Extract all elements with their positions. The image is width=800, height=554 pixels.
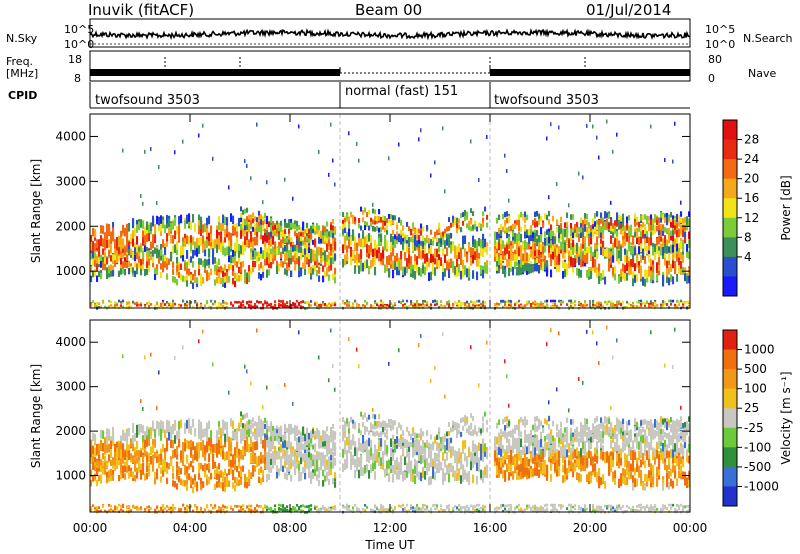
- power-colorbar-frame: [722, 119, 738, 297]
- freq-label-bottom: [MHz]: [6, 67, 39, 80]
- velocity-colorbar-frame: [722, 329, 738, 507]
- velocity-colorbar-swatch-0: [723, 330, 737, 351]
- nsky-label: N.Sky: [6, 32, 38, 45]
- nsearch-tick-top: 10^5: [705, 23, 736, 36]
- velocity-colorbar-tick-2: 100: [744, 382, 767, 396]
- xtick-1: 04:00: [173, 521, 208, 535]
- power-colorbar-swatch-6: [723, 237, 737, 258]
- power-colorbar-tick-5: 24: [744, 152, 759, 166]
- velocity-ytick-0: 1000: [55, 469, 86, 483]
- power-ytick-1: 2000: [55, 219, 86, 233]
- velocity-ytick-3: 4000: [55, 335, 86, 349]
- nsky-tick-bottom: 10^0: [64, 38, 95, 51]
- power-colorbar-tick-3: 16: [744, 191, 759, 205]
- nave-label: Nave: [748, 67, 777, 80]
- data-layer: [89, 28, 737, 514]
- power-colorbar-swatch-4: [723, 198, 737, 219]
- cpid-segment-1: twofsound 3503: [95, 93, 200, 108]
- nave-tick-bottom: 0: [708, 72, 715, 85]
- velocity-colorbar-label: Velocity [m s⁻¹]: [779, 371, 793, 464]
- power-colorbar-tick-6: 28: [744, 133, 759, 147]
- nsky-tick-top: 10^5: [64, 23, 95, 36]
- xtick-2: 08:00: [273, 521, 308, 535]
- power-colorbar-label: Power [dB]: [779, 175, 793, 240]
- velocity-colorbar-tick-3: 25: [744, 401, 759, 415]
- velocity-colorbar-tick-5: -100: [744, 440, 771, 454]
- power-colorbar-swatch-2: [723, 159, 737, 180]
- power-colorbar-swatch-7: [723, 256, 737, 277]
- power-colorbar-swatch-5: [723, 217, 737, 238]
- nave-tick-top: 80: [708, 53, 722, 66]
- date-title: 01/Jul/2014: [586, 1, 672, 19]
- velocity-colorbar-swatch-8: [723, 486, 737, 507]
- nsky-trace: [89, 28, 691, 41]
- power-colorbar-tick-0: 4: [744, 250, 752, 264]
- power-colorbar-tick-2: 12: [744, 211, 759, 225]
- cpid-segment-3: twofsound 3503: [494, 93, 599, 108]
- power-colorbar-swatch-0: [723, 120, 737, 141]
- panel-frame-1: [89, 50, 691, 82]
- velocity-colorbar-tick-6: -500: [744, 460, 771, 474]
- velocity-colorbar-swatch-6: [723, 447, 737, 468]
- velocity-ytick-2: 3000: [55, 380, 86, 394]
- velocity-colorbar-swatch-3: [723, 388, 737, 409]
- power-colorbar-tick-1: 8: [744, 230, 752, 244]
- velocity-colorbar-tick-4: -25: [744, 421, 764, 435]
- velocity-ylabel: Slant Range [km]: [29, 364, 43, 468]
- power-colorbar-tick-4: 20: [744, 172, 759, 186]
- velocity-colorbar-tick-7: -1000: [744, 479, 779, 493]
- power-ylabel: Slant Range [km]: [29, 159, 43, 263]
- frame-layer: [89, 18, 742, 513]
- nsearch-tick-bottom: 10^0: [705, 38, 736, 51]
- velocity-colorbar-tick-0: 1000: [744, 343, 775, 357]
- xtick-4: 16:00: [473, 521, 508, 535]
- power-ytick-0: 1000: [55, 264, 86, 278]
- freq-band-2: [490, 69, 690, 76]
- velocity-colorbar-swatch-7: [723, 466, 737, 487]
- xtick-5: 20:00: [573, 521, 608, 535]
- freq-tick-bottom: 8: [74, 72, 81, 85]
- freq-label-top: Freq.: [6, 55, 34, 68]
- power-colorbar-swatch-1: [723, 139, 737, 160]
- cpid-segment-2: normal (fast) 151: [345, 84, 459, 99]
- xtick-3: 12:00: [373, 521, 408, 535]
- velocity-ytick-1: 2000: [55, 424, 86, 438]
- velocity-colorbar-swatch-4: [723, 408, 737, 429]
- beam-title: Beam 00: [355, 1, 423, 19]
- power-ytick-2: 3000: [55, 174, 86, 188]
- velocity-colorbar-tick-1: 500: [744, 362, 767, 376]
- nsearch-label: N.Search: [743, 32, 793, 45]
- power-colorbar-swatch-8: [723, 276, 737, 297]
- velocity-colorbar-swatch-1: [723, 349, 737, 370]
- xtick-6: 00:00: [673, 521, 708, 535]
- velocity-colorbar-swatch-2: [723, 369, 737, 390]
- velocity-colorbar-swatch-5: [723, 427, 737, 448]
- freq-band-1: [90, 69, 340, 76]
- power-colorbar-swatch-3: [723, 178, 737, 199]
- panel-frame-0: [89, 18, 691, 48]
- power-ytick-3: 4000: [55, 129, 86, 143]
- freq-tick-top: 18: [68, 53, 82, 66]
- x-axis-label: Time UT: [364, 538, 415, 552]
- xtick-0: 00:00: [73, 521, 108, 535]
- cpid-label: CPID: [8, 89, 38, 102]
- station-title: Inuvik (fitACF): [88, 1, 195, 19]
